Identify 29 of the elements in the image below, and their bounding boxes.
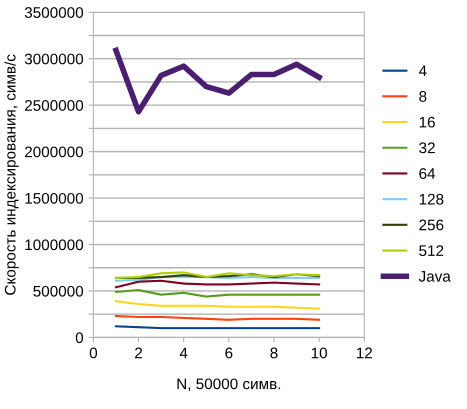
x-tick-label: 12 (356, 348, 372, 358)
x-tick-label: 10 (312, 348, 328, 358)
y-axis-title: Скорость индексирования, симв/с (4, 54, 19, 295)
line-series (114, 300, 320, 310)
x-axis-title: N, 50000 симв. (177, 378, 280, 392)
legend-label: 64 (419, 168, 436, 179)
legend-label: 512 (419, 245, 444, 256)
x-tick-label: 6 (225, 348, 232, 358)
legend-label: 256 (419, 220, 444, 230)
legend-label: Java (418, 271, 451, 282)
y-tick-label: 0 (76, 332, 84, 344)
legend-label: 32 (419, 142, 435, 154)
x-tick-label: 4 (180, 348, 188, 358)
y-tick-label: 3000000 (24, 54, 84, 64)
y-tick-label: 1500000 (25, 192, 84, 204)
x-tick-label: 8 (270, 348, 278, 358)
y-tick-label: 3500000 (24, 7, 84, 18)
x-tick-label: 2 (135, 348, 142, 358)
y-tick-label: 1000000 (25, 239, 84, 250)
line-series (114, 289, 320, 298)
legend-label: 8 (419, 91, 426, 102)
legend-label: 128 (420, 194, 444, 205)
y-tick-label: 2000000 (24, 146, 84, 158)
legend-label: 16 (420, 116, 435, 128)
x-tick-label: 0 (90, 348, 98, 358)
y-tick-label: 2500000 (24, 100, 84, 111)
line-series (114, 280, 320, 288)
y-tick-label: 500000 (33, 286, 84, 297)
legend-label: 4 (418, 65, 427, 76)
